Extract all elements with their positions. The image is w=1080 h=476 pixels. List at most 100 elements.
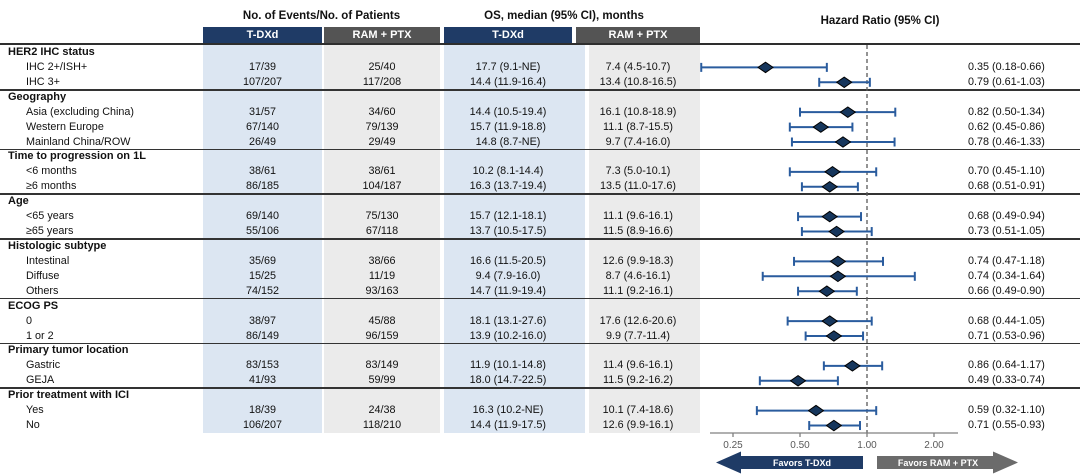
- os-tdxd-value: 13.7 (10.5-17.5): [469, 225, 547, 238]
- events-ram-value: 38/61: [368, 165, 396, 178]
- subgroup-label: GEJA: [26, 374, 55, 387]
- hazard-ratio-value: 0.62 (0.45-0.86): [968, 120, 1045, 133]
- events-tdxd-value: 38/61: [248, 165, 277, 178]
- favors-ram-label: Favors RAM + PTX: [898, 458, 978, 468]
- hazard-ratio-value: 0.74 (0.47-1.18): [968, 254, 1045, 267]
- subgroup-label: Age: [8, 195, 29, 208]
- os-ram-value: 10.1 (7.4-18.6): [602, 404, 674, 417]
- subgroup-label: Yes: [26, 404, 44, 417]
- subgroup-label: ECOG PS: [8, 299, 59, 312]
- favors-tdxd-label: Favors T-DXd: [773, 458, 831, 468]
- section-divider: [0, 89, 1080, 91]
- events-group-header: No. of Events/No. of Patients: [242, 10, 401, 22]
- os-ram-value: 16.1 (10.8-18.9): [599, 105, 677, 118]
- col-header-events-ram: RAM + PTX: [324, 27, 440, 44]
- events-tdxd-value: 15/25: [248, 269, 277, 282]
- os-tdxd-value: 15.7 (12.1-18.1): [469, 210, 547, 223]
- table-row: IHC 2+/ISH+ 17/39 25/40 17.7 (9.1-NE) 7.4 (4…: [0, 60, 1080, 75]
- hazard-ratio-value: 0.73 (0.51-1.05): [968, 225, 1045, 238]
- axis-tick-label: 1.00: [857, 440, 877, 451]
- events-tdxd-value: 69/140: [245, 210, 280, 223]
- subgroup-label: Primary tumor location: [8, 344, 129, 357]
- os-ram-value: 7.4 (4.5-10.7): [605, 60, 671, 73]
- events-tdxd-value: 31/57: [248, 105, 277, 118]
- subgroup-label: Intestinal: [26, 254, 70, 267]
- section-header-row: Histologic subtype: [0, 239, 1080, 254]
- section-header-row: Age: [0, 194, 1080, 209]
- os-group-header: OS, median (95% CI), months: [484, 10, 644, 22]
- os-ram-value: 11.4 (9.6-16.1): [602, 359, 674, 372]
- events-tdxd-value: 55/106: [245, 225, 280, 238]
- subgroup-label: ≥6 months: [26, 180, 77, 193]
- os-tdxd-value: 18.1 (13.1-27.6): [469, 314, 547, 327]
- section-header-row: Prior treatment with ICI: [0, 388, 1080, 403]
- os-tdxd-value: 15.7 (11.9-18.8): [469, 120, 547, 133]
- table-row: Others 74/152 93/163 14.7 (11.9-19.4) 11.1 (…: [0, 284, 1080, 299]
- events-tdxd-value: 86/149: [245, 329, 280, 342]
- subgroup-label: 0: [26, 314, 33, 327]
- section-divider: [0, 238, 1080, 240]
- os-ram-value: 7.3 (5.0-10.1): [605, 165, 671, 178]
- events-ram-value: 118/210: [362, 419, 402, 432]
- events-ram-value: 24/38: [368, 404, 396, 417]
- subgroup-label: Time to progression on 1L: [8, 150, 146, 163]
- table-row: GEJA 41/93 59/99 18.0 (14.7-22.5) 11.5 (9.2-…: [0, 373, 1080, 388]
- os-tdxd-value: 16.3 (10.2-NE): [472, 404, 544, 417]
- hazard-ratio-value: 0.71 (0.53-0.96): [968, 329, 1045, 342]
- hazard-ratio-value: 0.82 (0.50-1.34): [968, 105, 1045, 118]
- hazard-ratio-value: 0.70 (0.45-1.10): [968, 165, 1045, 178]
- subgroup-label: Gastric: [26, 359, 61, 372]
- events-tdxd-value: 106/207: [242, 419, 283, 432]
- events-ram-value: 83/149: [365, 359, 399, 372]
- os-tdxd-value: 14.4 (11.9-17.5): [469, 419, 547, 432]
- hazard-ratio-value: 0.68 (0.49-0.94): [968, 210, 1045, 223]
- events-ram-value: 117/208: [362, 75, 402, 88]
- axis-tick-label: 0.25: [723, 440, 743, 451]
- subgroup-label: Mainland China/ROW: [26, 135, 131, 148]
- events-tdxd-value: 26/49: [248, 135, 277, 148]
- hazard-ratio-value: 0.78 (0.46-1.33): [968, 135, 1045, 148]
- subgroup-label: Asia (excluding China): [26, 105, 135, 118]
- events-tdxd-value: 41/93: [248, 374, 277, 387]
- col-header-os-tdxd: T-DXd: [444, 27, 572, 44]
- section-header-row: Primary tumor location: [0, 343, 1080, 358]
- section-divider: [0, 193, 1080, 195]
- header-underline: [0, 43, 1080, 45]
- os-tdxd-value: 11.9 (10.1-14.8): [469, 359, 547, 372]
- events-ram-value: 96/159: [365, 329, 399, 342]
- subgroup-label: Prior treatment with ICI: [8, 389, 130, 402]
- table-row: Asia (excluding China) 31/57 34/60 14.4 (10…: [0, 105, 1080, 120]
- section-divider: [0, 297, 1080, 300]
- events-ram-value: 67/118: [365, 225, 399, 238]
- os-tdxd-value: 18.0 (14.7-22.5): [469, 374, 547, 387]
- col-header-os-ram: RAM + PTX: [576, 27, 700, 44]
- os-tdxd-value: 16.6 (11.5-20.5): [469, 254, 547, 267]
- os-tdxd-value: 14.4 (11.9-16.4): [469, 75, 547, 88]
- events-ram-value: 59/99: [368, 374, 396, 387]
- events-ram-value: 11/19: [368, 269, 396, 282]
- subgroup-label: Histologic subtype: [8, 239, 107, 252]
- section-header-row: Geography: [0, 90, 1080, 105]
- section-divider: [0, 387, 1080, 389]
- events-tdxd-value: 17/39: [248, 60, 277, 73]
- events-tdxd-value: 38/97: [248, 314, 277, 327]
- subgroup-label: Western Europe: [26, 120, 104, 133]
- hazard-ratio-value: 0.68 (0.51-0.91): [968, 180, 1045, 193]
- table-row: Intestinal 35/69 38/66 16.6 (11.5-20.5) 12.6…: [0, 254, 1080, 269]
- os-ram-value: 11.1 (9.2-16.1): [602, 284, 674, 297]
- table-row: Gastric 83/153 83/149 11.9 (10.1-14.8) 11.4 …: [0, 358, 1080, 373]
- table-row: Diffuse 15/25 11/19 9.4 (7.9-16.0) 8.7 (4.6-…: [0, 269, 1080, 284]
- os-ram-value: 12.6 (9.9-16.1): [602, 419, 674, 432]
- events-tdxd-value: 35/69: [248, 254, 277, 267]
- os-ram-value: 9.9 (7.7-11.4): [605, 329, 671, 342]
- events-tdxd-value: 83/153: [245, 359, 280, 372]
- hazard-ratio-value: 0.35 (0.18-0.66): [968, 60, 1045, 73]
- os-tdxd-value: 14.8 (8.7-NE): [475, 135, 541, 148]
- subgroup-label: Diffuse: [26, 269, 60, 282]
- os-tdxd-value: 16.3 (13.7-19.4): [469, 180, 547, 193]
- os-tdxd-value: 10.2 (8.1-14.4): [472, 165, 544, 178]
- subgroup-label: Geography: [8, 90, 67, 103]
- axis-tick-label: 2.00: [924, 440, 944, 451]
- events-ram-value: 104/187: [362, 180, 402, 193]
